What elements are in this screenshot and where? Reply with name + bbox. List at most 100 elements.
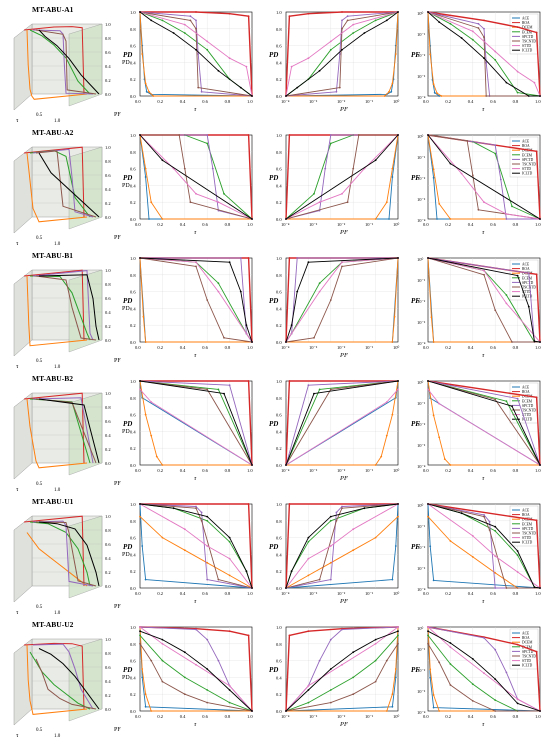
data-point-icltd [329,515,332,518]
data-point-spctd [206,638,209,641]
x-tick-label: 10⁻¹ [365,222,374,227]
data-point-icltd [397,380,399,382]
panel-row-4: MT-ABU-B2 τ 0.5 1.0 PF PD 0.0 0.2 0.4 0.6 0.8 1.0 τ P… [13,374,541,493]
legend-label: ACE [522,263,530,267]
data-point-icltd [449,642,452,644]
data-point-tscntd [357,134,360,136]
data-point-sttd [374,642,377,645]
data-point-dcem [183,549,186,552]
data-point-icltd [183,651,186,654]
data-point-ecem [307,701,310,704]
data-point-icltd [139,630,141,633]
cube-tick: 0.5 [36,113,43,118]
data-point-tscntd [483,36,485,39]
data-point-ace [429,676,432,679]
data-point-icltd [285,464,287,466]
series-line-icltd [285,630,399,712]
data-point-dcem [374,464,377,466]
data-point-ecem [397,634,399,637]
y-axis-label: PD [123,174,132,182]
y-tick-label: 0.6 [276,536,282,541]
data-point-icltd [251,218,253,220]
legend-label: TSCNTD [522,655,536,659]
cube-curve-icltd [38,648,100,710]
data-point-roa [288,503,291,505]
legend-label: ROA [522,390,530,394]
data-point-sttd [427,388,429,391]
y-tick-label: 1.0 [276,256,282,261]
x-tick-label: 1.0 [247,468,253,473]
series-line-tscntd [427,643,540,712]
y-tick-label: 0.2 [130,692,136,697]
x-tick-label: 10⁻⁴ [281,714,290,719]
data-point-sttd [307,557,310,560]
data-point-sttd [318,201,321,204]
data-point-icltd [290,570,293,573]
y-tick-label: 0.4 [130,60,136,65]
y-tick-label: 1.0 [276,502,282,507]
y-tick-label: 10⁻¹ [417,401,426,406]
x-tick-label: 0.6 [202,714,208,719]
y-tick-label: 10⁰ [417,257,424,262]
data-point-tscntd [338,86,341,89]
data-point-dcem [152,95,155,97]
data-point-ace [144,705,147,708]
data-point-icltd [427,380,429,382]
data-point-tscntd [352,693,355,696]
data-point-dcem [380,455,383,458]
y-axis-label: PD [269,51,278,59]
legend-label: STTD [522,659,531,663]
data-point-roa [228,12,231,15]
data-point-ace [394,676,397,679]
data-point-spctd [329,578,332,581]
y-tick-label: 0.0 [130,709,136,714]
dataset-title: MT-ABU-A1 [32,5,74,14]
y-tick-label: 10⁻¹ [417,524,426,529]
x-tick-label: 0.4 [468,99,474,104]
cube-curve-tscntd [35,29,97,95]
y-tick-label: 0.0 [130,94,136,99]
cube-tick: 1.0 [105,514,111,519]
cube-side-face [13,392,33,480]
y-tick-label: 10⁻⁴ [417,587,426,592]
data-point-ace [391,578,394,581]
panel-col-2: PF PD 10⁻⁴ 10⁻³ 10⁻² 10⁻¹ 10⁰ 0.0 0.2 0.4 0.6 0.8 1.… [269,502,400,605]
y-tick-label: 1.0 [276,379,282,384]
x-tick-label: 0.2 [445,345,451,350]
data-point-icltd [527,305,530,308]
data-point-sttd [217,201,220,204]
dataset-title: MT-ABU-B2 [32,374,73,383]
x-tick-label: 10⁻⁴ [281,99,290,104]
x-tick-label: 0.4 [180,468,186,473]
y-tick-label: 10⁻¹ [417,278,426,283]
y-tick-label: 0.0 [276,340,282,345]
legend-label: ROA [522,636,530,640]
x-tick-label: 10⁻⁴ [281,222,290,227]
data-point-sttd [533,81,536,84]
data-point-sttd [290,65,293,68]
data-point-sttd [516,571,519,573]
y-axis-label: PD [269,297,278,305]
x-tick-label: 0.0 [135,591,141,596]
data-point-sttd [483,201,485,204]
panel-col-3: τ PF 0.0 0.2 0.4 0.6 0.8 1.0 10⁰ 10⁻¹ 10⁻² 10⁻³ 10⁻⁴… [411,257,541,359]
data-point-ace [436,218,438,220]
x-tick-label: 0.6 [202,222,208,227]
y-tick-label: 10⁻⁴ [417,464,426,469]
y-tick-label: 0.0 [130,340,136,345]
data-point-dcem [144,693,147,696]
y-tick-label: 0.8 [130,27,136,32]
data-point-spctd [195,505,197,508]
data-point-spctd [217,659,220,662]
x-tick-label: 0.6 [490,714,496,719]
series-line-ecem [285,635,399,712]
x-tick-label: 0.8 [513,591,519,596]
legend-label: ICLTD [522,541,533,545]
data-point-ace [391,176,394,178]
data-point-icltd [516,550,519,552]
dataset-title: MT-ABU-U1 [32,497,74,506]
series-line-dcem [286,11,399,97]
y-tick-label: 0.8 [276,519,282,524]
x-tick-label: 10⁻³ [309,222,318,227]
series-line-dcem [139,11,252,97]
